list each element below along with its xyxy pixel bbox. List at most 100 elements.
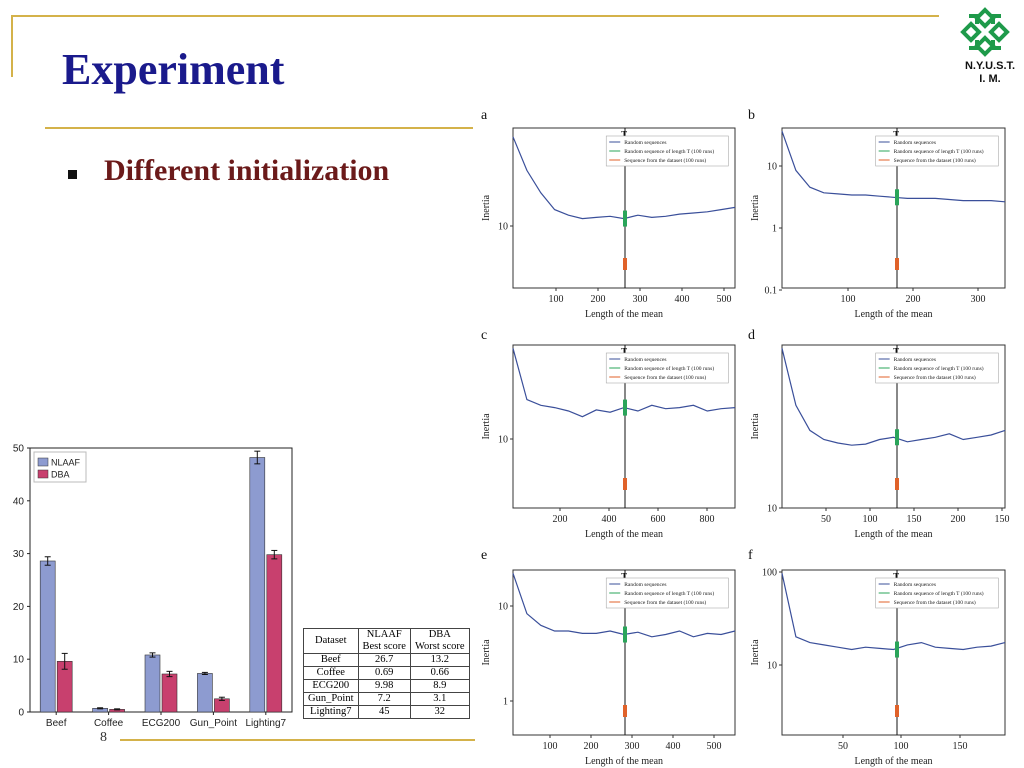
panel-xtick-label: 400	[675, 294, 690, 305]
panel-legend-box	[875, 577, 999, 609]
bullet-square-icon	[68, 170, 77, 179]
panel-ylabel: Inertia	[481, 194, 492, 221]
panel-legend-label: Sequence from the dataset (100 runs)	[624, 599, 706, 606]
panel-ytick-label: 1	[772, 224, 777, 235]
bar-xtick-label: Gun_Point	[190, 718, 237, 729]
table-header-row: Dataset NLAAF Best score DBA Worst score	[303, 628, 470, 654]
logo-text-line-2: I. M.	[979, 73, 1001, 85]
bar-legend-label: NLAAF	[51, 458, 81, 468]
panel-xlabel: Length of the mean	[585, 529, 663, 540]
decor-bottom-line	[120, 739, 475, 741]
panel-orange-markers	[895, 705, 899, 717]
table-header-dataset: Dataset	[303, 628, 359, 654]
panel-frame	[781, 569, 1006, 736]
panel-legend-label: Random sequences	[624, 140, 666, 146]
panel-frame	[512, 569, 736, 736]
bar-xtick-label: Beef	[46, 718, 67, 729]
panel-xtick-label: 400	[602, 514, 617, 525]
panel-legend-label: Sequence from the dataset (100 runs)	[894, 599, 976, 606]
panel-ylabel: Inertia	[750, 639, 761, 666]
panel-t-label: T	[621, 572, 627, 583]
panel-xtick-label: 200	[951, 514, 966, 525]
panel-xtick-label: 100	[841, 294, 856, 305]
panel-legend-label: Random sequence of length T (100 runs)	[624, 590, 714, 597]
panel-green-markers	[895, 641, 899, 658]
panel-xtick-label: 600	[651, 514, 666, 525]
panel-curve	[781, 573, 1006, 651]
bar-legend-swatch	[37, 457, 49, 467]
decor-title-underline	[45, 127, 473, 129]
panel-legend-label: Sequence from the dataset (100 runs)	[624, 157, 706, 164]
panel-curve	[781, 130, 1006, 203]
panel-green-markers	[895, 429, 899, 446]
bar-legend-swatch	[37, 469, 49, 479]
decor-top-line	[11, 15, 939, 17]
panel-legend-box	[875, 135, 999, 167]
panel-ylabel: Inertia	[481, 413, 492, 440]
panel-ytick-label: 10	[767, 162, 777, 173]
table-row: Lighting7 45 32	[303, 705, 470, 719]
panel-orange-markers	[623, 258, 627, 270]
bar-legend-label: DBA	[51, 470, 70, 480]
panel-curve	[781, 348, 1006, 446]
panel-legend-label: Random sequences	[894, 357, 936, 363]
panel-legend-box	[875, 352, 999, 384]
page-number: 8	[100, 730, 107, 745]
panel-xlabel: Length of the mean	[854, 529, 932, 540]
table-header-nlaaf: NLAAF Best score	[357, 628, 411, 654]
panel-ytick-label: 10	[498, 222, 508, 233]
panel-green-markers	[623, 210, 627, 227]
panel-xtick-label: 200	[906, 294, 921, 305]
panel-frame	[512, 344, 736, 509]
panel-xtick-label: 300	[633, 294, 648, 305]
logo-text-line-1: N.Y.U.S.T.	[964, 60, 1016, 72]
panel-xtick-label: 300	[971, 294, 986, 305]
bar-chart: 0 10 20 30 40 50 Beef Coffee ECG200 Gun_Point Lig…	[13, 444, 293, 729]
bar-xtick-label: ECG200	[142, 718, 181, 729]
panel-legend-box	[605, 352, 729, 384]
bar-xtick-label: Lighting7	[246, 718, 287, 729]
bar-chart-legend: NLAAF DBA	[33, 451, 87, 483]
panel-xtick-label: 500	[717, 294, 732, 305]
panel-xtick-label: 500	[707, 741, 722, 752]
panel-orange-markers	[623, 705, 627, 717]
panel-xlabel: Length of the mean	[585, 756, 663, 767]
panel-xtick-label: 50	[838, 741, 848, 752]
panel-green-markers	[895, 189, 899, 206]
panel-xtick-label: 50	[821, 514, 831, 525]
panel-xtick-label: 100	[894, 741, 909, 752]
panel-ylabel: Inertia	[481, 639, 492, 666]
bar-xtick-label: Coffee	[94, 718, 124, 729]
table-row: ECG200 9.98 8.9	[303, 679, 470, 693]
panel-legend-label: Random sequences	[624, 582, 666, 588]
panel-letter: e	[481, 548, 487, 563]
panel-legend-label: Random sequences	[894, 140, 936, 146]
bar-chart-bars	[39, 450, 283, 713]
panel-legend-label: Random sequence of length T (100 runs)	[894, 148, 984, 155]
panel-legend-label: Sequence from the dataset (100 runs)	[624, 374, 706, 381]
panel-orange-markers	[895, 478, 899, 490]
panel-xlabel: Length of the mean	[854, 756, 932, 767]
panel-orange-markers	[895, 258, 899, 270]
panel-letter: c	[481, 328, 487, 343]
panel-frame	[781, 127, 1006, 289]
panel-letter: d	[748, 328, 755, 343]
panel-xlabel: Length of the mean	[585, 309, 663, 320]
panel-ytick-label: 0.1	[765, 286, 778, 297]
panel-ytick-label: 10	[767, 661, 777, 672]
panel-orange-markers	[623, 478, 627, 490]
panel-t-label: T	[621, 130, 627, 141]
bullet-text: Different initialization	[104, 154, 390, 187]
logo-text: N.Y.U.S.T. I. M.	[950, 60, 1024, 86]
panel-letter: a	[481, 108, 488, 123]
panel-xlabel: Length of the mean	[854, 309, 932, 320]
panel-frame	[781, 344, 1006, 509]
panel-xtick-label: 100	[863, 514, 878, 525]
panel-xtick-label: 200	[584, 741, 599, 752]
